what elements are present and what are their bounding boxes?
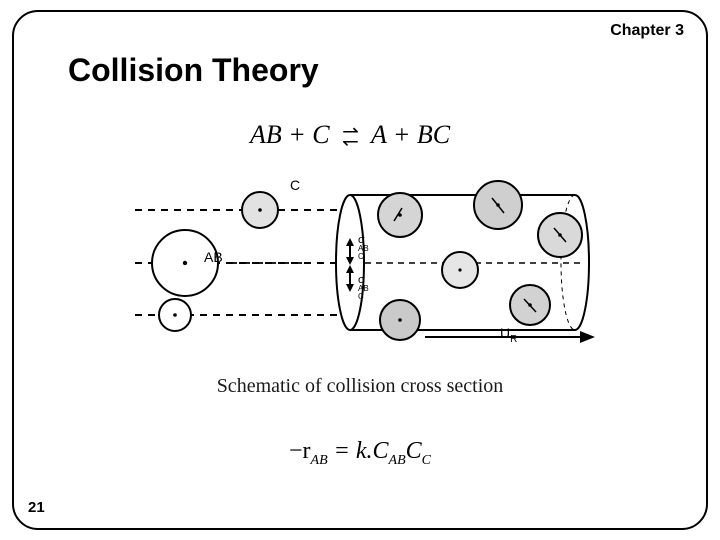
rate-c2: C — [406, 438, 422, 464]
label-ab: AB — [204, 249, 223, 265]
label-velocity: UR — [500, 325, 517, 345]
rate-sub2: AB — [389, 453, 406, 468]
rate-equation: −rAB = k.CABCC — [0, 438, 720, 469]
label-c: C — [290, 177, 300, 193]
rate-prefix: −r — [289, 438, 311, 464]
sigma-sub-c: C — [358, 253, 369, 261]
slide: Chapter 3 Collision Theory AB + C ⇀↽ A +… — [0, 0, 720, 540]
page-number: 21 — [28, 499, 45, 516]
eq-rhs: A + BC — [371, 120, 450, 149]
collision-diagram: C AB σABC σABC UR — [80, 165, 640, 365]
chapter-label: Chapter 3 — [610, 22, 684, 40]
rate-sub3: C — [422, 453, 431, 468]
diagram-caption: Schematic of collision cross section — [0, 375, 720, 398]
page-title: Collision Theory — [68, 52, 319, 89]
equilibrium-arrows-icon: ⇀↽ — [342, 127, 359, 147]
eq-lhs: AB + C — [250, 120, 330, 149]
sigma-sub-c-2: C — [358, 293, 369, 301]
rate-sub1: AB — [311, 453, 328, 468]
label-sigma-lower: σABC — [358, 275, 369, 301]
rate-mid: = k.C — [328, 438, 389, 464]
reaction-equation: AB + C ⇀↽ A + BC — [250, 120, 450, 150]
velocity-sub-r: R — [510, 334, 517, 345]
velocity-u: U — [500, 325, 510, 341]
label-sigma-upper: σABC — [358, 235, 369, 261]
